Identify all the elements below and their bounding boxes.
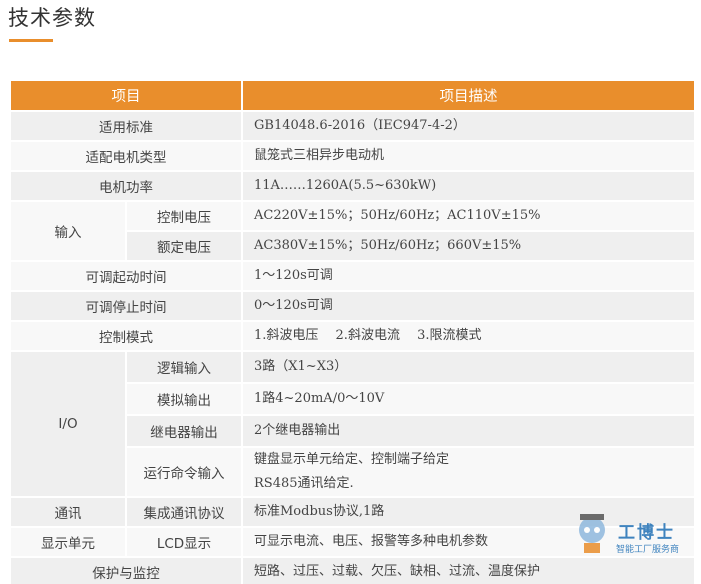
- description-line: 1～120s可调: [254, 268, 333, 283]
- description-cell: 0～120s可调: [241, 290, 696, 322]
- description-cell: 标准Modbus协议,1路: [241, 496, 696, 528]
- description-cell: 2个继电器输出: [241, 414, 696, 448]
- description-cell: 键盘显示单元给定、控制端子给定 RS485通讯给定.: [241, 446, 696, 498]
- description-line: 短路、过压、过载、欠压、缺相、过流、温度保护: [254, 564, 541, 579]
- description-cell: 鼠笼式三相异步电动机: [241, 140, 696, 172]
- description-cell: 3路（X1~X3）: [241, 350, 696, 384]
- item-label: 额定电压: [125, 230, 243, 262]
- table-row: 保护与监控 短路、过压、过载、欠压、缺相、过流、温度保护: [9, 556, 696, 584]
- table-row: 输入 控制电压 AC220V±15%；50Hz/60Hz；AC110V±15%: [9, 200, 696, 262]
- table-row: 显示单元 LCD显示 可显示电流、电压、报警等多种电机参数: [9, 526, 696, 558]
- description-line: 0～120s可调: [254, 298, 333, 313]
- item-label: 电机功率: [9, 170, 243, 202]
- table-row: 运行命令输入 键盘显示单元给定、控制端子给定 RS485通讯给定.: [10, 446, 696, 498]
- item-label: 适配电机类型: [9, 140, 243, 172]
- group-label: I/O: [9, 350, 127, 498]
- group-label: 显示单元: [9, 526, 127, 558]
- group-label: 输入: [9, 200, 127, 262]
- description-cell: 1路4~20mA/0～10V: [241, 382, 696, 416]
- table-row: 额定电压 AC380V±15%；50Hz/60Hz；660V±15%: [10, 230, 696, 262]
- table-row: I/O 逻辑输入 3路（X1~X3）: [9, 350, 696, 498]
- description-line: 标准Modbus协议,1路: [254, 504, 385, 519]
- table-row: 可调停止时间 0～120s可调: [9, 290, 696, 322]
- description-line: 1.斜波电压 2.斜波电流 3.限流模式: [254, 328, 482, 343]
- table-row: 继电器输出 2个继电器输出: [10, 414, 696, 448]
- description-cell: 短路、过压、过载、欠压、缺相、过流、温度保护: [241, 556, 696, 584]
- table-row: 电机功率 11A……1260A(5.5~630kW): [9, 170, 696, 202]
- description-cell: 可显示电流、电压、报警等多种电机参数: [241, 526, 696, 558]
- slogan: 智能工厂服务商: [616, 545, 680, 555]
- title-underline: [9, 39, 53, 42]
- table-row: 适配电机类型 鼠笼式三相异步电动机: [9, 140, 696, 172]
- description-line: RS485通讯给定.: [254, 476, 354, 491]
- table-row: 通讯 集成通讯协议 标准Modbus协议,1路: [9, 496, 696, 528]
- description-line: 1路4~20mA/0～10V: [254, 391, 385, 406]
- column-header: 项目描述: [241, 79, 696, 112]
- item-label: LCD显示: [125, 526, 243, 558]
- description-line: GB14048.6-2016（IEC947-4-2）: [254, 118, 466, 133]
- item-label: 继电器输出: [125, 414, 243, 448]
- item-label: 控制电压: [125, 200, 243, 232]
- spec-table: 项目 项目描述 适用标准 GB14048.6-2016（IEC947-4-2） 适配…: [9, 79, 696, 584]
- description-cell: AC380V±15%；50Hz/60Hz；660V±15%: [241, 230, 696, 262]
- brand: 工博士: [618, 523, 675, 543]
- description-line: 键盘显示单元给定、控制端子给定: [254, 452, 450, 467]
- item-label: 可调起动时间: [9, 260, 243, 292]
- item-label: 集成通讯协议: [125, 496, 243, 528]
- section-title: 技术参数: [8, 6, 96, 30]
- column-header: 项目: [9, 79, 243, 112]
- item-label: 运行命令输入: [125, 446, 243, 498]
- item-label: 可调停止时间: [9, 290, 243, 322]
- description-line: 3路（X1~X3）: [254, 359, 348, 374]
- description-line: AC380V±15%；50Hz/60Hz；660V±15%: [254, 238, 522, 253]
- item-label: 逻辑输入: [125, 350, 243, 384]
- description-cell: 1～120s可调: [241, 260, 696, 292]
- table-row: 模拟输出 1路4~20mA/0～10V: [10, 382, 696, 416]
- description-line: AC220V±15%；50Hz/60Hz；AC110V±15%: [254, 208, 541, 223]
- description-line: 鼠笼式三相异步电动机: [254, 148, 385, 163]
- description-line: 11A……1260A(5.5~630kW): [254, 178, 437, 193]
- description-cell: 11A……1260A(5.5~630kW): [241, 170, 696, 202]
- description-cell: GB14048.6-2016（IEC947-4-2）: [241, 110, 696, 142]
- description-cell: 1.斜波电压 2.斜波电流 3.限流模式: [241, 320, 696, 352]
- table-row: 适用标准 GB14048.6-2016（IEC947-4-2）: [9, 110, 696, 142]
- table-row: 可调起动时间 1～120s可调: [9, 260, 696, 292]
- table-row: 控制模式 1.斜波电压 2.斜波电流 3.限流模式: [9, 320, 696, 352]
- item-label: 保护与监控: [9, 556, 243, 584]
- item-label: 控制模式: [9, 320, 243, 352]
- watermark: 工博士 智能工厂服务商: [570, 508, 695, 558]
- item-label: 模拟输出: [125, 382, 243, 416]
- mascot-icon: [579, 514, 605, 553]
- item-label: 适用标准: [9, 110, 243, 142]
- description-cell: AC220V±15%；50Hz/60Hz；AC110V±15%: [241, 200, 696, 232]
- header-row: 项目 项目描述: [9, 79, 696, 112]
- description-line: 可显示电流、电压、报警等多种电机参数: [254, 534, 489, 549]
- description-line: 2个继电器输出: [254, 423, 341, 438]
- group-label: 通讯: [9, 496, 127, 528]
